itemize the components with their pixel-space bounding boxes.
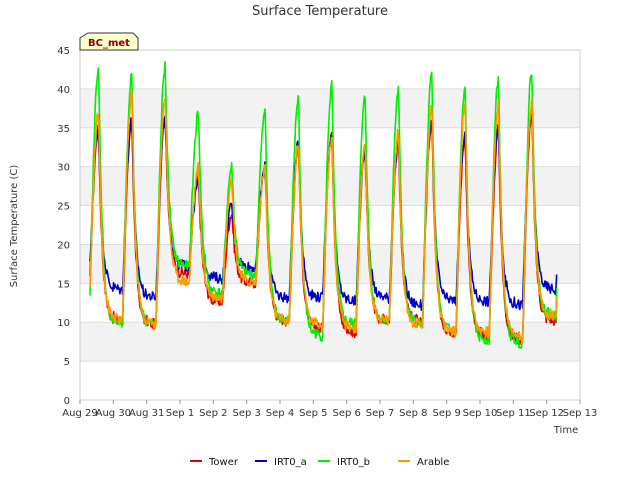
shaded-band [80, 322, 580, 362]
x-tick-label: Aug 30 [96, 408, 131, 419]
x-tick-label: Sep 5 [299, 408, 327, 419]
site-label-box: BC_met [79, 32, 139, 51]
y-tick-label: 15 [57, 279, 70, 290]
x-tick-label: Aug 29 [62, 408, 97, 419]
y-tick-label: 40 [57, 85, 70, 96]
x-tick-label: Sep 3 [232, 408, 260, 419]
y-tick-label: 0 [64, 396, 70, 407]
series-lines [89, 60, 558, 349]
legend: Tower IRT0_a IRT0_b Arable [190, 457, 449, 468]
y-tick-label: 45 [57, 46, 70, 57]
x-tick-label: Sep 9 [432, 408, 460, 419]
x-tick-label: Sep 13 [563, 408, 598, 419]
x-tick-label: Sep 6 [332, 408, 360, 419]
y-tick-label: 10 [57, 318, 70, 329]
x-tick-label: Sep 10 [463, 408, 498, 419]
series-line-arable [89, 91, 558, 343]
x-tick-label: Sep 4 [266, 408, 294, 419]
legend-label: IRT0_a [274, 457, 307, 468]
x-tick-label: Sep 11 [496, 408, 531, 419]
y-axis-ticks: 0 5 10 15 20 25 30 35 40 45 [57, 46, 70, 407]
legend-label: IRT0_b [337, 457, 370, 468]
site-label: BC_met [88, 38, 130, 49]
x-tick-label: Sep 8 [399, 408, 427, 419]
shaded-band [80, 166, 580, 206]
y-axis-label: Surface Temperature (C) [9, 165, 20, 288]
y-tick-label: 25 [57, 202, 70, 213]
x-tick-label: Sep 7 [366, 408, 394, 419]
site-label-frame [79, 32, 139, 51]
x-tick-label: Aug 31 [129, 408, 164, 419]
chart-title: Surface Temperature [252, 4, 388, 19]
legend-label: Tower [208, 457, 239, 468]
x-tick-label: Sep 1 [166, 408, 194, 419]
legend-label: Arable [417, 457, 449, 468]
y-tick-label: 5 [64, 357, 70, 368]
plot-frame [79, 49, 581, 401]
shaded-band [80, 244, 580, 284]
y-tick-label: 35 [57, 124, 70, 135]
y-tick-label: 20 [57, 240, 70, 251]
x-tick-label: Sep 12 [529, 408, 564, 419]
y-tick-label: 30 [57, 163, 70, 174]
x-axis-label: Time [553, 425, 578, 436]
x-tick-label: Sep 2 [199, 408, 227, 419]
